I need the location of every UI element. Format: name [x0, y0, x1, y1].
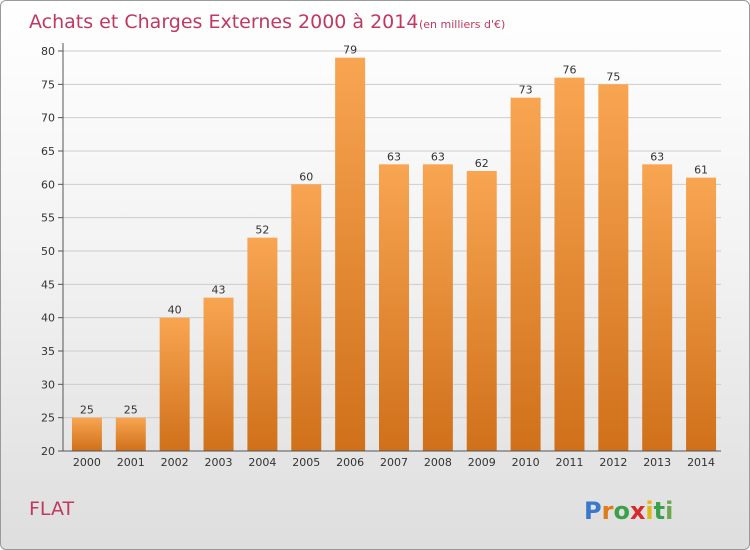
- data-label-2004: 52: [255, 224, 269, 237]
- bar-2012: [598, 84, 629, 451]
- bar-2006: [335, 57, 366, 452]
- y-tick-label: 75: [41, 78, 55, 91]
- logo-letter: x: [630, 497, 646, 525]
- y-tick-label: 70: [41, 112, 55, 125]
- logo-letter: P: [584, 497, 602, 525]
- bar-2005: [291, 184, 322, 452]
- data-label-2003: 43: [212, 284, 226, 297]
- data-label-2002: 40: [168, 304, 182, 317]
- y-tick-label: 65: [41, 145, 55, 158]
- x-tick-label-2005: 2005: [292, 456, 320, 469]
- data-label-2008: 63: [431, 150, 445, 163]
- bar-2003: [203, 297, 234, 451]
- bar-2007: [379, 164, 409, 452]
- y-tick-label: 40: [41, 312, 55, 325]
- logo-letter: t: [654, 497, 665, 525]
- x-tick-label-2001: 2001: [117, 456, 145, 469]
- chart-unit: (en milliers d'€): [419, 18, 505, 31]
- data-label-2014: 61: [694, 164, 708, 177]
- bar-2014: [686, 177, 717, 451]
- x-tick-label-2000: 2000: [73, 456, 101, 469]
- bar-2011: [554, 77, 585, 452]
- bar-2008: [422, 164, 453, 452]
- bar-2004: [247, 237, 278, 451]
- x-tick-label-2002: 2002: [161, 456, 189, 469]
- data-label-2000: 25: [80, 404, 94, 417]
- logo-letter: i: [665, 497, 673, 525]
- bar-2010: [510, 97, 541, 452]
- logo-letter: i: [645, 497, 653, 525]
- bar-2001: [115, 417, 146, 451]
- x-tick-label-2007: 2007: [380, 456, 408, 469]
- bar-2002: [159, 317, 190, 451]
- x-tick-label-2014: 2014: [687, 456, 715, 469]
- x-tick-label-2010: 2010: [512, 456, 540, 469]
- bar-2013: [642, 164, 673, 452]
- y-tick-label: 55: [41, 212, 55, 225]
- bar-2009: [466, 171, 497, 451]
- y-tick-label: 20: [41, 445, 55, 458]
- bars: 25 25 40 43 52 60 79 63 63 62 73 76 75 63 61: [71, 44, 717, 452]
- x-tick-label-2006: 2006: [336, 456, 364, 469]
- bar-2000: [71, 417, 102, 451]
- commune-name: FLAT: [29, 498, 74, 520]
- y-tick-label: 30: [41, 378, 55, 391]
- y-tick-label: 25: [41, 412, 55, 425]
- x-tick-label-2013: 2013: [643, 456, 671, 469]
- y-tick-label: 60: [41, 178, 55, 191]
- x-tick-label-2009: 2009: [468, 456, 496, 469]
- data-label-2010: 73: [519, 84, 533, 97]
- data-label-2007: 63: [387, 150, 401, 163]
- x-tick-label-2011: 2011: [555, 456, 583, 469]
- y-tick-label: 50: [41, 245, 55, 258]
- y-tick-label: 35: [41, 345, 55, 358]
- chart-title: Achats et Charges Externes 2000 à 2014: [29, 11, 418, 33]
- data-label-2001: 25: [124, 404, 138, 417]
- logo-letter: o: [613, 497, 630, 525]
- y-axis: 20 25 30 35 40 45 50 55 60 65 70 75 80: [41, 43, 64, 458]
- data-label-2006: 79: [343, 44, 357, 57]
- data-label-2011: 76: [562, 64, 576, 77]
- y-tick-label: 80: [41, 45, 55, 58]
- x-tick-label-2012: 2012: [599, 456, 627, 469]
- logo-letter: r: [602, 497, 614, 525]
- proxiti-logo: Proxiti: [584, 497, 673, 525]
- y-tick-label: 45: [41, 278, 55, 291]
- x-tick-label-2008: 2008: [424, 456, 452, 469]
- data-label-2013: 63: [650, 150, 664, 163]
- x-tick-label-2003: 2003: [205, 456, 233, 469]
- data-label-2012: 75: [606, 70, 620, 83]
- data-label-2009: 62: [475, 157, 489, 170]
- data-label-2005: 60: [299, 170, 313, 183]
- x-tick-label-2004: 2004: [248, 456, 276, 469]
- x-axis: 2000 2001 2002 2003 2004 2005 2006 2007 2008 2009…: [63, 450, 721, 469]
